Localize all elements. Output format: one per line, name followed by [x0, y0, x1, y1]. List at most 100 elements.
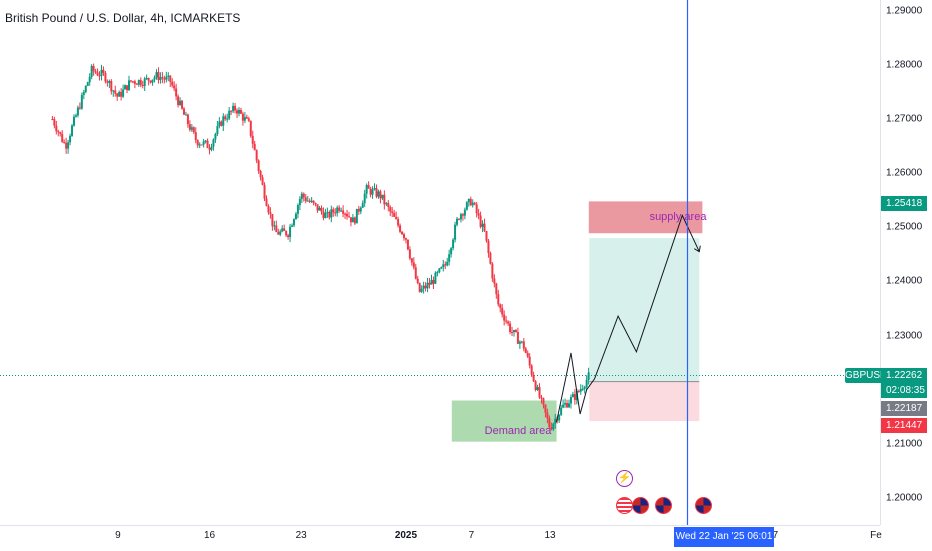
candle-body: [485, 231, 488, 241]
stop-zone: [589, 381, 700, 422]
candle-body: [86, 82, 89, 86]
candle-body: [365, 185, 368, 194]
candle-body: [239, 109, 242, 114]
candle-body: [279, 231, 282, 235]
candle-body: [461, 214, 464, 216]
candle-body: [159, 77, 162, 81]
candle-body: [363, 193, 366, 204]
candle-body: [402, 234, 405, 239]
candle-body: [147, 77, 150, 81]
lightning-icon[interactable]: ⚡: [616, 470, 633, 487]
candle-body: [483, 223, 486, 232]
candle-body: [314, 202, 317, 205]
time-axis[interactable]: [0, 525, 880, 551]
candle-body: [546, 412, 549, 419]
candle-body: [90, 65, 93, 77]
candle-body: [516, 332, 519, 344]
candle-body: [436, 272, 439, 274]
candle-body: [306, 200, 309, 202]
candle-body: [569, 397, 572, 404]
candle-body: [143, 78, 146, 86]
candle-body: [355, 208, 358, 224]
symbol-tag: GBPUSD: [845, 368, 888, 383]
candle-body: [428, 282, 431, 285]
candle-body: [234, 105, 237, 111]
candle-body: [467, 198, 470, 203]
candle-body: [202, 141, 205, 145]
candle-body: [226, 118, 229, 120]
candle-body: [581, 388, 584, 390]
candle-body: [291, 225, 294, 227]
candle-body: [579, 389, 582, 392]
candle-body: [253, 143, 256, 151]
candle-body: [530, 365, 533, 375]
price-tick-label: 1.24000: [886, 275, 923, 287]
candle-body: [328, 211, 331, 218]
candle-body: [131, 81, 134, 83]
candle-body: [424, 285, 427, 289]
candle-body: [332, 209, 335, 213]
candle-body: [450, 248, 453, 255]
candle-body: [507, 321, 510, 324]
candle-body: [149, 80, 152, 83]
candle-body: [72, 116, 75, 126]
candle-body: [171, 81, 174, 86]
candle-body: [497, 294, 500, 305]
us-flag-icon[interactable]: [616, 497, 633, 514]
candle-body: [269, 212, 272, 215]
uk-flag-icon[interactable]: [655, 497, 672, 514]
price-tick-label: 1.26000: [886, 167, 923, 179]
demand-area-label: Demand area: [484, 425, 552, 437]
candle-body: [418, 282, 421, 292]
candle-body: [126, 85, 129, 91]
candle-body: [330, 209, 333, 218]
candle-body: [120, 91, 123, 97]
candle-body: [118, 91, 121, 97]
candle-body: [514, 330, 517, 333]
candle-body: [212, 139, 215, 147]
candle-body: [373, 188, 376, 190]
candle-body: [94, 71, 97, 73]
candle-body: [273, 225, 276, 227]
candle-body: [80, 95, 83, 109]
candle-body: [74, 115, 77, 117]
candle-body: [184, 114, 187, 116]
uk-flag-icon[interactable]: [695, 497, 712, 514]
candle-body: [51, 119, 54, 121]
candle-body: [457, 218, 460, 220]
candle-body: [302, 193, 305, 198]
candle-body: [210, 146, 213, 150]
candle-body: [163, 78, 166, 80]
candle-body: [524, 348, 527, 354]
uk-flag-icon[interactable]: [632, 497, 649, 514]
candle-body: [298, 199, 301, 206]
candle-body: [410, 258, 413, 263]
current-price-label: 1.22262: [881, 368, 927, 383]
candle-body: [322, 211, 325, 218]
candle-body: [385, 203, 388, 205]
candle-body: [465, 202, 468, 210]
candle-body: [401, 231, 404, 235]
candle-body: [155, 72, 158, 78]
candle-body: [122, 89, 125, 97]
candle-body: [114, 90, 117, 94]
candle-body: [181, 100, 184, 109]
candle-body: [501, 307, 504, 315]
candle-body: [292, 219, 295, 226]
time-tick-label: 9: [115, 530, 121, 541]
candle-body: [224, 116, 227, 120]
price-axis[interactable]: [880, 0, 932, 525]
candle-body: [281, 228, 284, 232]
candle-body: [566, 403, 569, 408]
candle-body: [145, 77, 148, 79]
candle-body: [375, 188, 378, 197]
candle-body: [377, 191, 380, 197]
candle-body: [444, 264, 447, 266]
candle-body: [100, 69, 103, 76]
candle-body: [277, 232, 280, 235]
candle-body: [190, 127, 193, 130]
candle-body: [177, 96, 180, 106]
candle-body: [499, 304, 502, 308]
candlestick-plot[interactable]: [0, 0, 880, 525]
